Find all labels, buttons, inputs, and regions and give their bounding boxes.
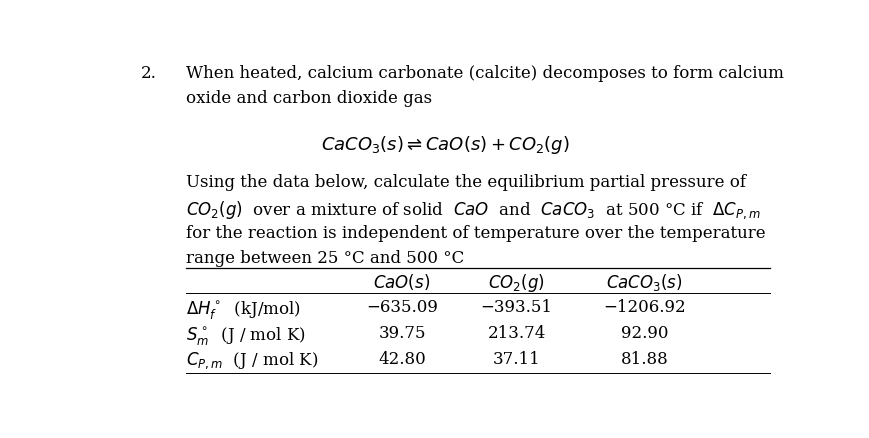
Text: 81.88: 81.88 bbox=[620, 350, 668, 367]
Text: $\mathit{CaCO_3(s)}$: $\mathit{CaCO_3(s)}$ bbox=[606, 272, 682, 293]
Text: 39.75: 39.75 bbox=[378, 324, 425, 341]
Text: Using the data below, calculate the equilibrium partial pressure of: Using the data below, calculate the equi… bbox=[186, 174, 746, 191]
Text: $C_{P,m}$  (J / mol K): $C_{P,m}$ (J / mol K) bbox=[186, 350, 318, 371]
Text: −393.51: −393.51 bbox=[480, 298, 552, 315]
Text: $S^\circ_m$  (J / mol K): $S^\circ_m$ (J / mol K) bbox=[186, 324, 306, 346]
Text: 2.: 2. bbox=[141, 64, 156, 81]
Text: When heated, calcium carbonate (calcite) decomposes to form calcium: When heated, calcium carbonate (calcite)… bbox=[186, 64, 783, 81]
Text: $\mathit{CO_2(g)}$: $\mathit{CO_2(g)}$ bbox=[488, 272, 544, 294]
Text: −1206.92: −1206.92 bbox=[603, 298, 686, 315]
Text: 37.11: 37.11 bbox=[492, 350, 540, 367]
Text: for the reaction is independent of temperature over the temperature: for the reaction is independent of tempe… bbox=[186, 225, 765, 241]
Text: $\mathit{CaO(s)}$: $\mathit{CaO(s)}$ bbox=[373, 272, 430, 292]
Text: $\mathit{CaCO_3(s)} \rightleftharpoons \mathit{CaO(s)} + \mathit{CO_2(g)}$: $\mathit{CaCO_3(s)} \rightleftharpoons \… bbox=[322, 134, 569, 155]
Text: −635.09: −635.09 bbox=[366, 298, 437, 315]
Text: $\Delta H^\circ_f$  (kJ/mol): $\Delta H^\circ_f$ (kJ/mol) bbox=[186, 298, 301, 320]
Text: 42.80: 42.80 bbox=[378, 350, 426, 367]
Text: $CO_2(g)$  over a mixture of solid  $CaO$  and  $CaCO_3$  at 500 °C if  $\Delta : $CO_2(g)$ over a mixture of solid $CaO$ … bbox=[186, 199, 760, 221]
Text: range between 25 °C and 500 °C: range between 25 °C and 500 °C bbox=[186, 250, 464, 267]
Text: oxide and carbon dioxide gas: oxide and carbon dioxide gas bbox=[186, 90, 432, 106]
Text: 92.90: 92.90 bbox=[620, 324, 667, 341]
Text: 213.74: 213.74 bbox=[487, 324, 545, 341]
